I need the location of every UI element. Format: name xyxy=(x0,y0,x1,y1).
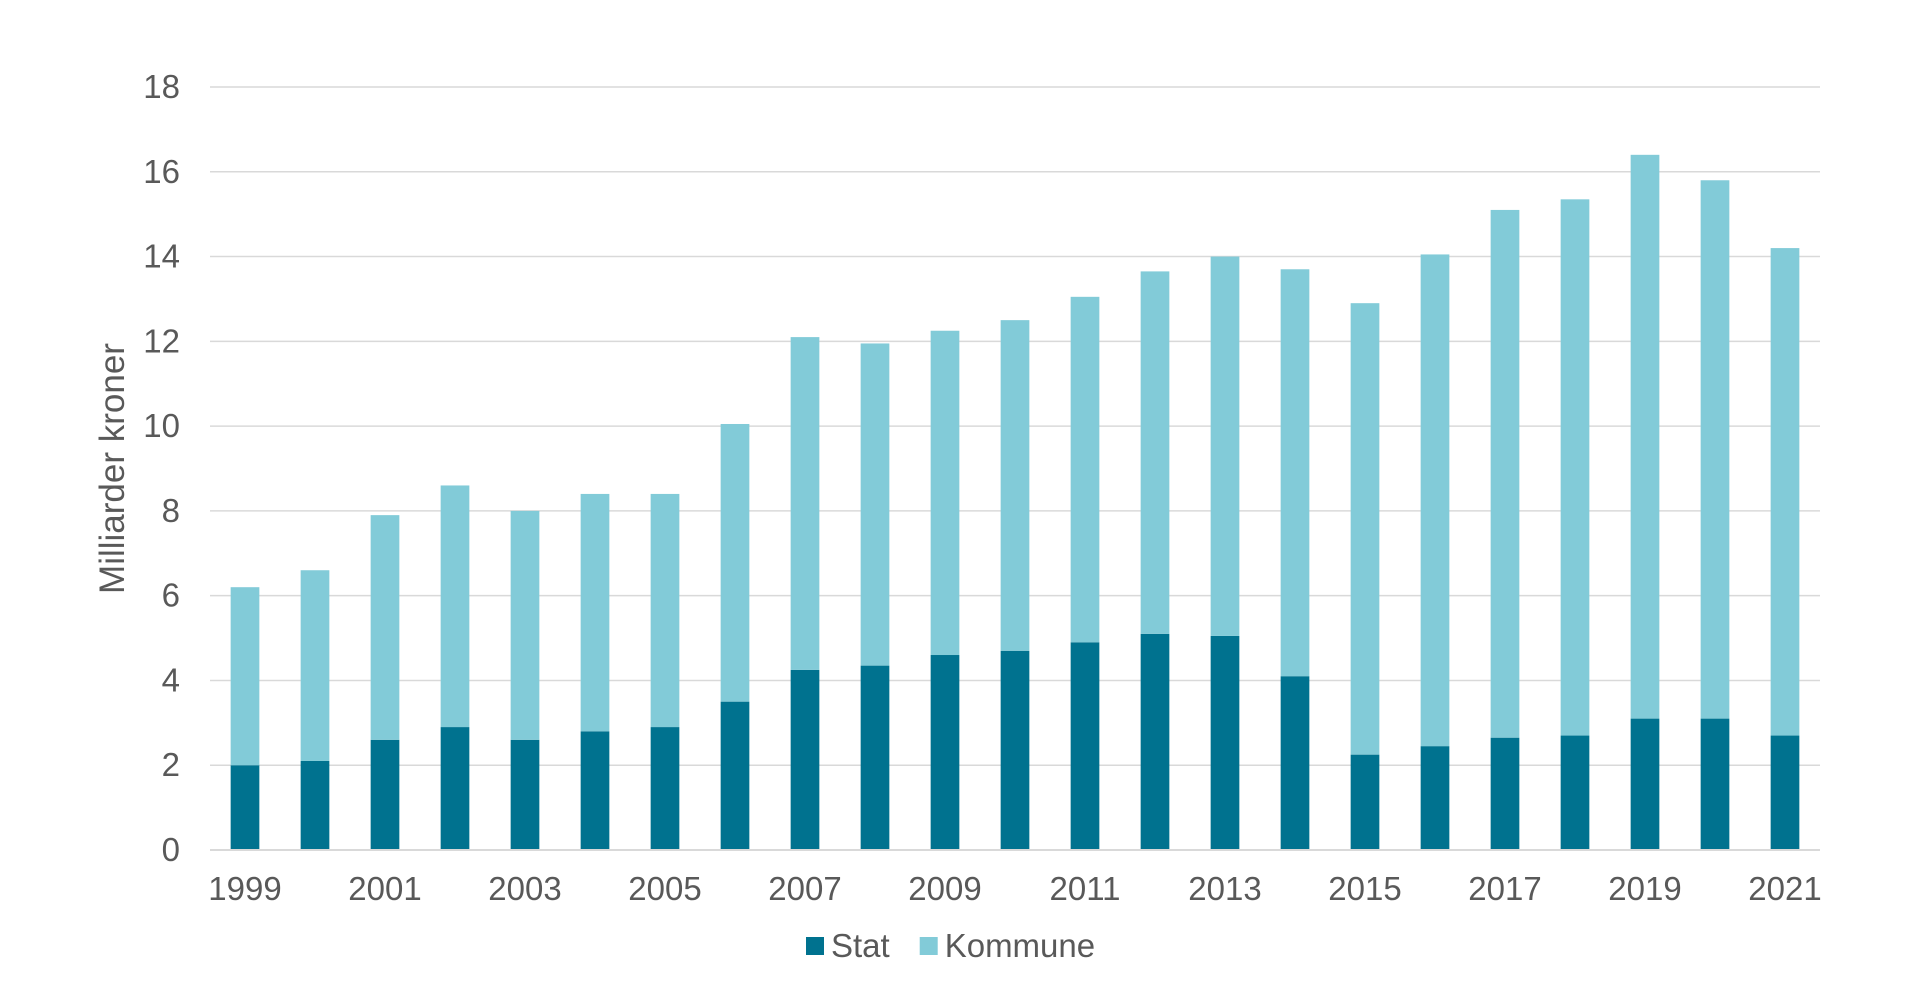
bar-kommune-2011 xyxy=(1070,296,1100,643)
legend: Stat Kommune xyxy=(806,927,1095,964)
x-axis-ticks: 1999 2001 2003 2005 2007 2009 2011 2013 2015 2017… xyxy=(208,870,1821,907)
y-tick-label: 14 xyxy=(143,238,180,275)
legend-label-stat: Stat xyxy=(831,927,890,964)
y-tick-label: 8 xyxy=(162,492,180,529)
bar-kommune-2003 xyxy=(510,510,540,740)
x-tick-label: 2015 xyxy=(1328,870,1401,907)
y-tick-label: 4 xyxy=(162,661,180,698)
x-tick-label: 1999 xyxy=(208,870,281,907)
bar-stat-2001 xyxy=(370,739,400,850)
bar-kommune-2007 xyxy=(790,337,820,670)
legend-label-kommune: Kommune xyxy=(945,927,1095,964)
bar-kommune-2020 xyxy=(1700,180,1730,719)
bars xyxy=(230,154,1800,850)
x-tick-label: 2009 xyxy=(908,870,981,907)
y-tick-label: 18 xyxy=(143,68,180,105)
bar-stat-2014 xyxy=(1280,676,1310,850)
bar-stat-2011 xyxy=(1070,642,1100,850)
x-tick-label: 2013 xyxy=(1188,870,1261,907)
bar-stat-2019 xyxy=(1630,718,1660,850)
bar-kommune-2014 xyxy=(1280,269,1310,677)
bar-kommune-2009 xyxy=(930,330,960,656)
y-tick-label: 6 xyxy=(162,577,180,614)
x-tick-label: 2005 xyxy=(628,870,701,907)
bar-kommune-2001 xyxy=(370,515,400,740)
bar-kommune-2000 xyxy=(300,570,330,761)
x-tick-label: 2021 xyxy=(1748,870,1821,907)
y-tick-label: 16 xyxy=(143,153,180,190)
bar-stat-1999 xyxy=(230,765,260,850)
bar-stat-2018 xyxy=(1560,735,1590,850)
bar-stat-2015 xyxy=(1350,754,1380,850)
bar-stat-2020 xyxy=(1700,718,1730,850)
bar-stat-2003 xyxy=(510,739,540,850)
bar-kommune-2021 xyxy=(1770,248,1800,736)
bar-kommune-2013 xyxy=(1210,256,1240,636)
bar-stat-2004 xyxy=(580,731,610,850)
bar-kommune-2006 xyxy=(720,423,750,702)
bar-kommune-2015 xyxy=(1350,303,1380,755)
bar-kommune-2019 xyxy=(1630,154,1660,719)
bar-stat-2010 xyxy=(1000,650,1030,850)
bar-stat-2005 xyxy=(650,727,680,850)
legend-swatch-stat xyxy=(806,937,824,955)
x-tick-label: 2001 xyxy=(348,870,421,907)
bar-kommune-2010 xyxy=(1000,320,1030,651)
x-tick-label: 2017 xyxy=(1468,870,1541,907)
y-tick-label: 0 xyxy=(162,831,180,868)
x-tick-label: 2007 xyxy=(768,870,841,907)
bar-stat-2000 xyxy=(300,760,330,850)
bar-kommune-2017 xyxy=(1490,209,1520,738)
y-axis-ticks: 0 2 4 6 8 10 12 14 16 18 xyxy=(143,68,180,868)
x-tick-label: 2019 xyxy=(1608,870,1681,907)
bar-kommune-2002 xyxy=(440,485,470,728)
bar-kommune-2016 xyxy=(1420,254,1450,747)
bar-stat-2012 xyxy=(1140,633,1170,850)
bar-stat-2008 xyxy=(860,665,890,850)
legend-swatch-kommune xyxy=(919,937,938,955)
bar-kommune-2018 xyxy=(1560,199,1590,736)
y-axis-label: Milliarder kroner xyxy=(93,343,132,594)
bar-stat-2006 xyxy=(720,701,750,850)
bar-stat-2002 xyxy=(440,727,470,850)
bar-stat-2017 xyxy=(1490,737,1520,850)
bar-stat-2021 xyxy=(1770,735,1800,850)
bar-stat-2009 xyxy=(930,655,960,850)
bar-stat-2013 xyxy=(1210,635,1240,850)
x-tick-label: 2011 xyxy=(1050,870,1121,907)
y-tick-label: 2 xyxy=(162,746,180,783)
bar-stat-2016 xyxy=(1420,746,1450,850)
y-tick-label: 10 xyxy=(143,407,180,444)
bar-stat-2007 xyxy=(790,669,820,850)
x-tick-label: 2003 xyxy=(488,870,561,907)
bar-kommune-2004 xyxy=(580,493,610,732)
y-tick-label: 12 xyxy=(143,322,180,359)
bar-kommune-1999 xyxy=(230,587,260,766)
bar-kommune-2012 xyxy=(1140,271,1170,634)
bar-kommune-2005 xyxy=(650,493,680,728)
bar-kommune-2008 xyxy=(860,343,890,666)
